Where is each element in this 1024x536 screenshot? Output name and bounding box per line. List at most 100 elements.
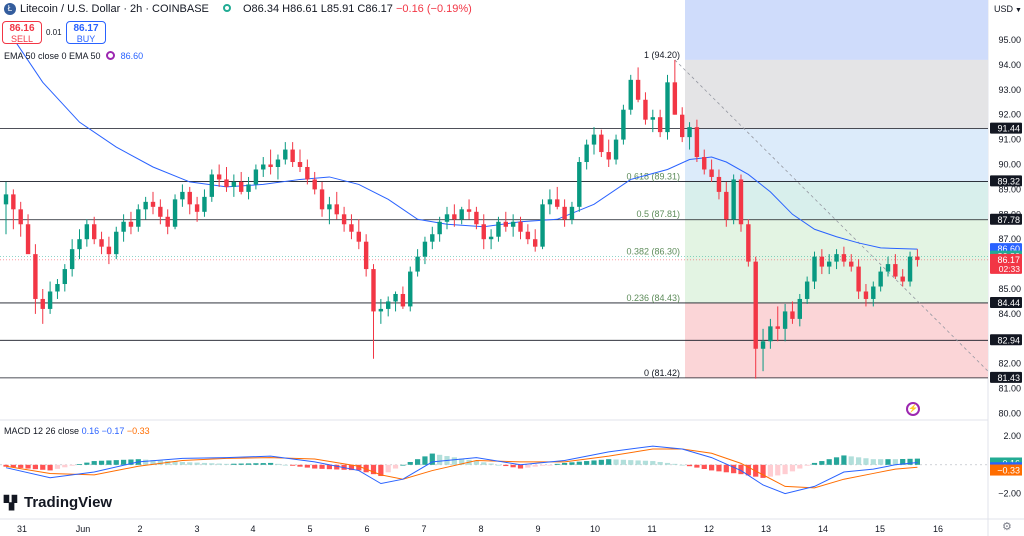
candle-up — [488, 236, 494, 240]
candle-up — [768, 326, 773, 342]
macd-histogram-bar — [554, 463, 560, 465]
lightning-alert-icon[interactable]: ⚡ — [906, 402, 920, 416]
buy-button[interactable]: 86.17 BUY — [66, 21, 106, 44]
macd-histogram-bar — [878, 459, 884, 465]
ema-settings-icon[interactable] — [106, 51, 116, 60]
candle-down — [716, 176, 722, 192]
ema-legend[interactable]: EMA 50 close 0 EMA 50 86.60 — [4, 51, 143, 61]
macd-histogram-bar — [562, 462, 568, 465]
price-tick-label: 87.00 — [998, 234, 1021, 244]
macd-histogram-bar — [731, 464, 737, 474]
chevron-down-icon: ▼ — [1015, 7, 1022, 14]
macd-histogram-bar — [363, 464, 369, 473]
macd-histogram-bar — [811, 462, 818, 465]
market-status-icon[interactable] — [223, 4, 231, 12]
macd-histogram-bar — [628, 460, 634, 465]
macd-histogram-bar — [282, 464, 288, 466]
time-tick-label: 12 — [704, 524, 714, 534]
candle-down — [25, 224, 31, 255]
macd-legend-macd: 0.16 — [81, 426, 100, 436]
ohlc-readout: O86.34 H86.61 L85.91 C86.17 −0.16 (−0.19… — [243, 3, 472, 15]
macd-histogram-bar — [694, 464, 700, 468]
macd-histogram-bar — [113, 460, 119, 465]
candle-down — [239, 181, 244, 192]
candle-down — [150, 201, 156, 207]
candle-up — [687, 127, 692, 138]
candle-up — [584, 144, 589, 163]
candle-down — [606, 152, 611, 160]
macd-histogram-bar — [370, 464, 377, 475]
macd-histogram-bar — [422, 456, 428, 465]
macd-histogram-bar — [841, 455, 847, 465]
price-axis-tag-text: 91.44 — [997, 124, 1020, 134]
macd-histogram-bar — [723, 464, 729, 473]
macd-histogram-bar — [709, 464, 715, 471]
candle-up — [47, 291, 53, 309]
tradingview-logo: ▚▘ TradingView — [4, 494, 112, 511]
currency-selector[interactable]: USD ▼ — [994, 4, 1022, 14]
candle-down — [312, 179, 317, 190]
macd-histogram-bar — [650, 461, 656, 465]
candle-up — [797, 298, 802, 319]
macd-histogram-bar — [407, 461, 413, 465]
candle-down — [319, 189, 325, 210]
macd-histogram-bar — [10, 464, 16, 468]
candle-up — [202, 196, 207, 212]
candle-down — [657, 117, 663, 133]
candle-up — [782, 311, 788, 329]
candle-down — [518, 221, 523, 232]
macd-histogram-bar — [143, 459, 149, 465]
symbol-title[interactable]: Litecoin / U.S. Dollar · 2h · COINBASE — [20, 3, 209, 15]
sell-button[interactable]: 86.16 SELL — [2, 21, 42, 44]
candle-down — [194, 204, 200, 212]
sell-price: 86.16 — [9, 23, 35, 34]
macd-histogram-bar — [539, 464, 546, 466]
macd-histogram-bar — [216, 463, 222, 465]
time-tick-label: 16 — [933, 524, 943, 534]
candle-up — [77, 239, 82, 250]
macd-histogram-bar — [378, 464, 384, 477]
candle-down — [11, 194, 16, 210]
candle-down — [702, 157, 707, 170]
candle-down — [356, 231, 361, 242]
fib-label: 1 (94.20) — [644, 50, 680, 60]
macd-histogram-bar — [804, 464, 810, 466]
macd-histogram-bar — [150, 460, 156, 465]
macd-histogram-bar — [385, 464, 391, 473]
candle-up — [591, 134, 597, 145]
macd-legend-text: MACD 12 26 close — [4, 426, 80, 436]
settings-gear-icon[interactable]: ⚙ — [1002, 521, 1012, 533]
candle-up — [327, 204, 332, 210]
macd-histogram-bar — [870, 459, 876, 465]
macd-histogram-bar — [62, 464, 68, 468]
macd-legend[interactable]: MACD 12 26 close 0.16 −0.17 −0.33 — [4, 426, 150, 436]
candle-down — [694, 127, 700, 158]
time-tick-label: 14 — [818, 524, 828, 534]
candle-up — [731, 179, 736, 220]
macd-histogram-bar — [819, 461, 825, 465]
macd-histogram-bar — [495, 464, 502, 466]
macd-histogram-bar — [598, 459, 604, 465]
macd-histogram-bar — [664, 462, 671, 465]
macd-signal-line — [5, 448, 918, 489]
candle-down — [680, 114, 685, 138]
candle-down — [400, 293, 406, 307]
macd-histogram-bar — [532, 464, 538, 467]
candle-down — [165, 216, 170, 227]
price-axis-tag — [990, 334, 1022, 346]
time-tick-label: 6 — [364, 524, 369, 534]
price-axis-tag-text: 86.60 — [997, 244, 1020, 254]
macd-histogram-bar — [686, 464, 693, 467]
candle-up — [378, 308, 384, 312]
macd-histogram-bar — [231, 463, 237, 465]
price-tick-label: 84.00 — [998, 309, 1021, 319]
price-tick-label: 91.00 — [998, 135, 1021, 145]
candle-up — [510, 221, 516, 227]
price-tick-label: 80.00 — [998, 409, 1021, 419]
candle-up — [760, 341, 766, 349]
macd-histogram-bar — [885, 459, 891, 465]
candle-up — [69, 249, 75, 270]
trend-line — [674, 59, 989, 372]
litecoin-logo-icon: Ł — [4, 3, 16, 15]
